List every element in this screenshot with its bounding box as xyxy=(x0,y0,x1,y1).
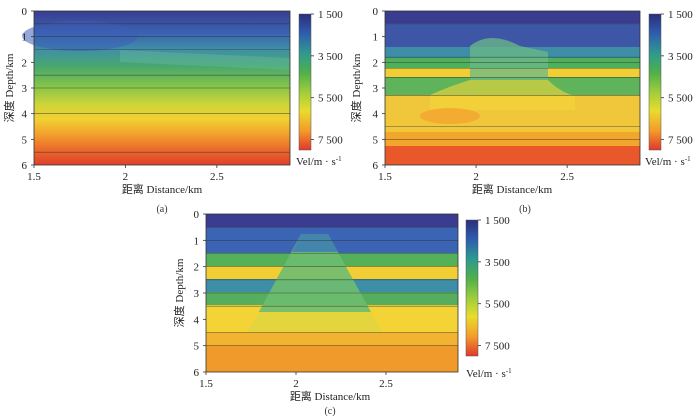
panel-a-ytick-label: 2 xyxy=(22,57,28,69)
panel-b-xlabel: 距离 Distance/km xyxy=(472,182,553,196)
panel-c-ytick-label: 1 xyxy=(194,235,200,247)
panel-a-ytick-label: 4 xyxy=(22,109,28,121)
panel-c-water-layer xyxy=(206,214,458,227)
panel-a-wedge-feature xyxy=(120,50,290,70)
panel-a-ytick-label: 6 xyxy=(22,160,28,172)
panel-b-colorbar-tick-label: 7 500 xyxy=(668,135,693,147)
panel-b-layer-lines xyxy=(385,23,640,140)
panel-a-colorbar xyxy=(298,13,312,151)
panel-a-ytick-label: 0 xyxy=(22,6,28,18)
panel-a-label: (a) xyxy=(156,204,167,215)
panel-a-colorbar-label: Vel/m · s-1 xyxy=(296,155,342,168)
panel-a-low-velocity-lens xyxy=(22,21,138,51)
panel-a-colorbar-tick-label: 5 500 xyxy=(318,93,343,105)
panel-b-deep-patch xyxy=(420,108,480,124)
panel-c-salt-dome xyxy=(248,234,382,332)
panel-b-colorbar-tick-label: 3 500 xyxy=(668,51,693,63)
panel-c-layer-8 xyxy=(206,346,458,372)
panel-b-label: (b) xyxy=(519,204,531,215)
panel-b-anomaly-body xyxy=(470,38,548,80)
panel-c-colorbar xyxy=(465,219,479,357)
panel-b-ytick-label: 6 xyxy=(373,160,379,172)
panel-c-colorbar-label: Vel/m · s-1 xyxy=(466,367,512,380)
panel-b-ytick-label: 1 xyxy=(373,32,379,44)
panel-c-colorbar-tick-label: 1 500 xyxy=(485,215,510,227)
panel-a-ytick-label: 1 xyxy=(22,32,28,44)
panel-c-label: (c) xyxy=(324,406,335,417)
panel-b-colorbar-tick-label: 1 500 xyxy=(668,9,693,21)
panel-a-colorbar-tick-label: 1 500 xyxy=(318,9,343,21)
panel-c-ytick-label: 3 xyxy=(194,288,200,300)
panel-b-ylabel: 深度 Depth/km xyxy=(349,53,363,122)
panel-c-dome-base xyxy=(248,312,382,332)
panel-c-ytick-label: 6 xyxy=(194,367,200,379)
panel-b-ytick-label: 5 xyxy=(373,134,379,146)
panel-b-colorbar-tick-label: 5 500 xyxy=(668,93,693,105)
panel-c-colorbar-tick-label: 5 500 xyxy=(485,299,510,311)
panel-a-ytick-label: 5 xyxy=(22,134,28,146)
panel-c-ytick-label: 5 xyxy=(194,341,200,353)
panel-b-xtick-label: 1.5 xyxy=(378,171,392,183)
panel-b: 0 1 2 3 4 5 6 1.5 2 2.5 深度 Depth/km 距离 Distance/… xyxy=(349,6,693,215)
panel-c-ytick-label: 2 xyxy=(194,262,200,274)
panel-a-xlabel: 距离 Distance/km xyxy=(122,182,203,196)
panel-b-xtick-label: 2.5 xyxy=(560,171,574,183)
panel-c-xlabel: 距离 Distance/km xyxy=(290,389,371,403)
panel-b-ytick-label: 0 xyxy=(373,6,379,18)
panel-a-ylabel: 深度 Depth/km xyxy=(2,53,16,122)
panel-a-colorbar-tick-label: 3 500 xyxy=(318,51,343,63)
panel-a-xtick-label: 2.5 xyxy=(210,171,224,183)
panel-c-ylabel: 深度 Depth/km xyxy=(172,258,186,327)
panel-c-xtick-label: 2.5 xyxy=(379,378,393,390)
panel-c-ytick-label: 4 xyxy=(194,314,200,326)
panel-a-colorbar-tick-label: 7 500 xyxy=(318,135,343,147)
panel-c-colorbar-tick-label: 7 500 xyxy=(485,341,510,353)
panel-a-xtick-label: 1.5 xyxy=(27,171,41,183)
panel-b-layer-7 xyxy=(385,132,640,146)
panel-c-layer-lines xyxy=(206,226,458,346)
panel-c-colorbar-tick-label: 3 500 xyxy=(485,257,510,269)
panel-c-layer-7 xyxy=(206,332,458,346)
panel-a: 0 1 2 3 4 5 6 1.5 2 2.5 深度 Depth/km 距离 Distance/… xyxy=(2,6,343,215)
panel-b-colorbar xyxy=(648,13,662,151)
panel-c: 0 1 2 3 4 5 6 1.5 2 2.5 深度 Depth/km 距离 Distance/… xyxy=(172,209,512,417)
panel-b-ytick-label: 2 xyxy=(373,57,379,69)
panel-c-dome-cap xyxy=(292,234,338,252)
panel-b-layer-8 xyxy=(385,146,640,165)
panel-c-ytick-label: 0 xyxy=(194,209,200,221)
panel-a-ytick-label: 3 xyxy=(22,83,28,95)
panel-b-shallow-plume xyxy=(430,80,575,110)
panel-b-ytick-label: 3 xyxy=(373,83,379,95)
panel-c-xtick-label: 2 xyxy=(293,378,299,390)
panel-b-water-layer xyxy=(385,11,640,23)
panel-b-colorbar-label: Vel/m · s-1 xyxy=(645,155,691,168)
panel-a-layer-lines xyxy=(34,23,290,153)
panel-b-ytick-label: 4 xyxy=(373,109,379,121)
panel-c-xtick-label: 1.5 xyxy=(199,378,213,390)
panel-b-xtick-label: 2 xyxy=(473,171,479,183)
panel-a-xtick-label: 2 xyxy=(123,171,129,183)
